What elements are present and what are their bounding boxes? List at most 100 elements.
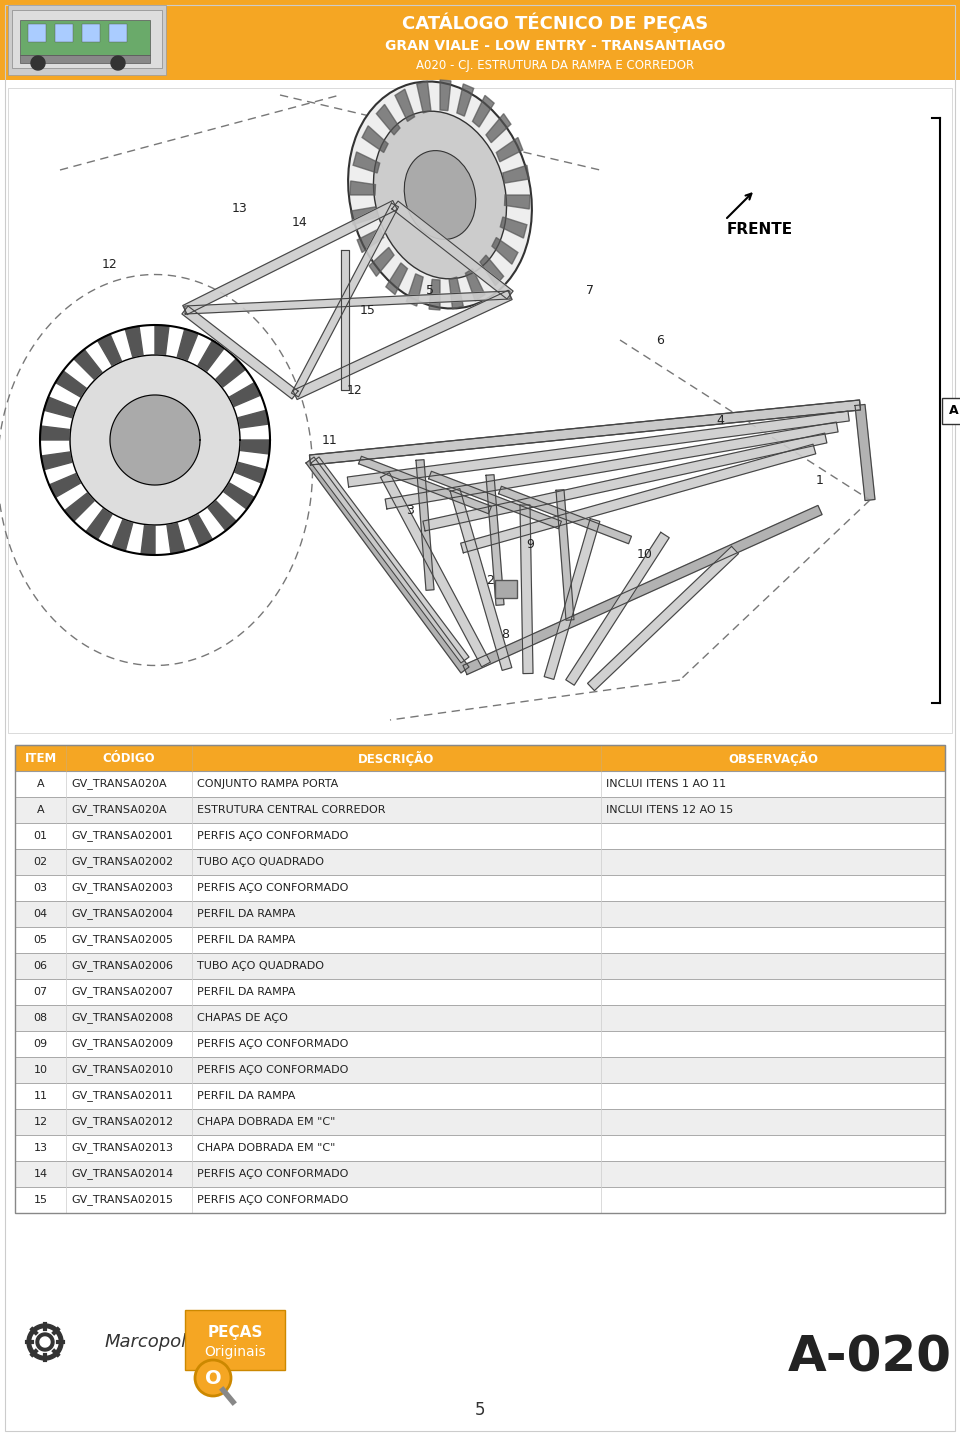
Polygon shape: [49, 474, 82, 497]
Polygon shape: [36, 1333, 54, 1351]
Text: CHAPAS DE AÇO: CHAPAS DE AÇO: [197, 1012, 288, 1022]
Bar: [15, 745, 945, 771]
Text: 10: 10: [637, 549, 653, 561]
Polygon shape: [498, 487, 632, 544]
Polygon shape: [500, 217, 527, 238]
Polygon shape: [223, 482, 254, 510]
Text: PERFIL DA RAMPA: PERFIL DA RAMPA: [197, 1091, 295, 1101]
Bar: [15, 849, 945, 875]
Text: 12: 12: [348, 383, 363, 396]
Polygon shape: [293, 290, 512, 399]
Text: ESTRUTURA CENTRAL CORREDOR: ESTRUTURA CENTRAL CORREDOR: [197, 806, 385, 816]
Text: 04: 04: [34, 909, 48, 919]
Text: FRENTE: FRENTE: [727, 223, 793, 237]
Polygon shape: [167, 523, 184, 554]
Polygon shape: [544, 518, 600, 679]
Text: PERFIS AÇO CONFORMADO: PERFIS AÇO CONFORMADO: [197, 883, 348, 893]
Bar: [55, 24, 73, 42]
Polygon shape: [466, 269, 485, 302]
Polygon shape: [450, 488, 512, 671]
Polygon shape: [311, 457, 469, 663]
Polygon shape: [855, 405, 875, 501]
Text: ITEM: ITEM: [24, 751, 57, 764]
Text: GV_TRANSA02009: GV_TRANSA02009: [71, 1038, 173, 1050]
Text: PERFIL DA RAMPA: PERFIL DA RAMPA: [197, 909, 295, 919]
Text: 12: 12: [34, 1117, 48, 1127]
Polygon shape: [348, 411, 850, 487]
Polygon shape: [112, 518, 133, 551]
Text: 12: 12: [102, 258, 118, 271]
Text: GV_TRANSA02014: GV_TRANSA02014: [71, 1169, 173, 1179]
Polygon shape: [588, 546, 738, 691]
Bar: [82, 24, 100, 42]
Bar: [15, 823, 945, 849]
Polygon shape: [234, 462, 266, 482]
Text: 3: 3: [406, 504, 414, 517]
Bar: [495, 580, 517, 597]
Bar: [8, 4, 166, 75]
Text: GV_TRANSA02003: GV_TRANSA02003: [71, 883, 173, 893]
Text: OBSERVAÇÃO: OBSERVAÇÃO: [728, 751, 818, 765]
Text: 15: 15: [34, 1195, 48, 1205]
Text: 06: 06: [34, 961, 48, 971]
Text: INCLUI ITENS 12 AO 15: INCLUI ITENS 12 AO 15: [606, 806, 733, 816]
Text: 15: 15: [360, 303, 376, 316]
Bar: [15, 1031, 945, 1057]
Bar: [15, 1134, 945, 1160]
Text: GV_TRANSA02006: GV_TRANSA02006: [71, 961, 173, 971]
Bar: [15, 979, 945, 1005]
Polygon shape: [40, 426, 71, 439]
Polygon shape: [125, 326, 143, 358]
Polygon shape: [141, 524, 155, 554]
Polygon shape: [440, 80, 451, 111]
Polygon shape: [40, 1337, 50, 1347]
Bar: [15, 1083, 945, 1109]
Polygon shape: [239, 439, 270, 454]
Polygon shape: [395, 89, 415, 122]
Bar: [28, 24, 46, 42]
Polygon shape: [392, 201, 513, 299]
Polygon shape: [309, 401, 860, 465]
Text: GV_TRANSA02002: GV_TRANSA02002: [71, 856, 173, 867]
Polygon shape: [228, 382, 261, 406]
Text: 07: 07: [34, 987, 48, 997]
Text: 09: 09: [34, 1040, 48, 1050]
Text: 14: 14: [34, 1169, 48, 1179]
Ellipse shape: [404, 151, 476, 240]
Polygon shape: [480, 256, 504, 286]
Ellipse shape: [373, 111, 507, 279]
Text: GV_TRANSA02007: GV_TRANSA02007: [71, 987, 173, 998]
Polygon shape: [70, 355, 240, 526]
Text: GV_TRANSA02005: GV_TRANSA02005: [71, 935, 173, 945]
Text: GV_TRANSA02008: GV_TRANSA02008: [71, 1012, 173, 1024]
Text: PERFIS AÇO CONFORMADO: PERFIS AÇO CONFORMADO: [197, 1169, 348, 1179]
Text: GV_TRANSA020A: GV_TRANSA020A: [71, 778, 167, 790]
Bar: [15, 1109, 945, 1134]
Text: GV_TRANSA02013: GV_TRANSA02013: [71, 1143, 173, 1153]
Text: GRAN VIALE - LOW ENTRY - TRANSANTIAGO: GRAN VIALE - LOW ENTRY - TRANSANTIAGO: [385, 39, 725, 53]
Text: 05: 05: [34, 935, 48, 945]
Polygon shape: [182, 306, 298, 399]
Bar: [15, 1057, 945, 1083]
Polygon shape: [350, 207, 377, 225]
Text: GV_TRANSA02010: GV_TRANSA02010: [71, 1064, 173, 1076]
Text: 02: 02: [34, 857, 48, 867]
Text: 5: 5: [426, 283, 434, 296]
Polygon shape: [74, 349, 103, 381]
Text: PERFIL DA RAMPA: PERFIL DA RAMPA: [197, 987, 295, 997]
Text: 7: 7: [586, 283, 594, 296]
Text: GV_TRANSA02012: GV_TRANSA02012: [71, 1117, 173, 1127]
Polygon shape: [306, 457, 469, 673]
Polygon shape: [503, 165, 529, 184]
Text: GV_TRANSA02015: GV_TRANSA02015: [71, 1195, 173, 1205]
Polygon shape: [177, 329, 198, 362]
Bar: [15, 900, 945, 928]
Polygon shape: [386, 263, 407, 294]
Polygon shape: [385, 422, 838, 508]
Text: 8: 8: [501, 629, 509, 642]
Text: 08: 08: [34, 1012, 48, 1022]
Polygon shape: [182, 201, 397, 314]
Bar: [12, 10, 162, 67]
Bar: [15, 745, 945, 1213]
Polygon shape: [417, 80, 431, 113]
